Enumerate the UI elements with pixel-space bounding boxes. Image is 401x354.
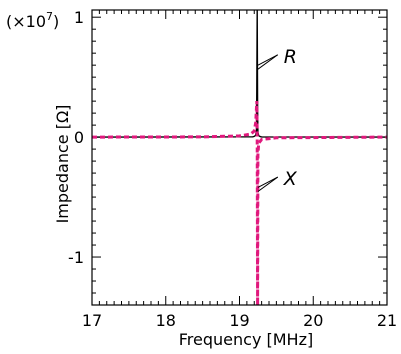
y-tick-label: 1 (74, 8, 84, 27)
y-scale-label: (×107) (6, 10, 59, 31)
plot-frame (91, 9, 388, 306)
y-tick-label: 0 (74, 128, 84, 147)
x-tick-label: 17 (82, 311, 102, 330)
annotation-leader-r (257, 54, 279, 70)
series-r-line (92, 10, 387, 138)
y-axis-title: Impedance [Ω] (53, 105, 72, 224)
x-tick-label: 21 (377, 311, 397, 330)
plot-area: 17 18 19 20 21 1 0 -1 R X (68, 8, 397, 330)
svg-text:(×107): (×107) (6, 10, 59, 31)
annotation-leader-x (257, 176, 278, 188)
series-x-line (92, 101, 387, 305)
y-tick-label: -1 (68, 248, 84, 267)
x-tick-label: 18 (156, 311, 176, 330)
x-tick-label: 20 (303, 311, 323, 330)
annotation-label-x: X (283, 168, 298, 190)
x-axis-title: Frequency [MHz] (179, 330, 313, 349)
y-scale-close: ) (53, 12, 59, 31)
y-scale-exponent: 7 (46, 10, 53, 23)
x-tick-label: 19 (229, 311, 249, 330)
annotation-leader-x (257, 176, 279, 192)
annotation-leader-r (257, 54, 278, 66)
y-scale-note: (×10 (6, 12, 46, 31)
annotation-label-r: R (284, 46, 297, 68)
